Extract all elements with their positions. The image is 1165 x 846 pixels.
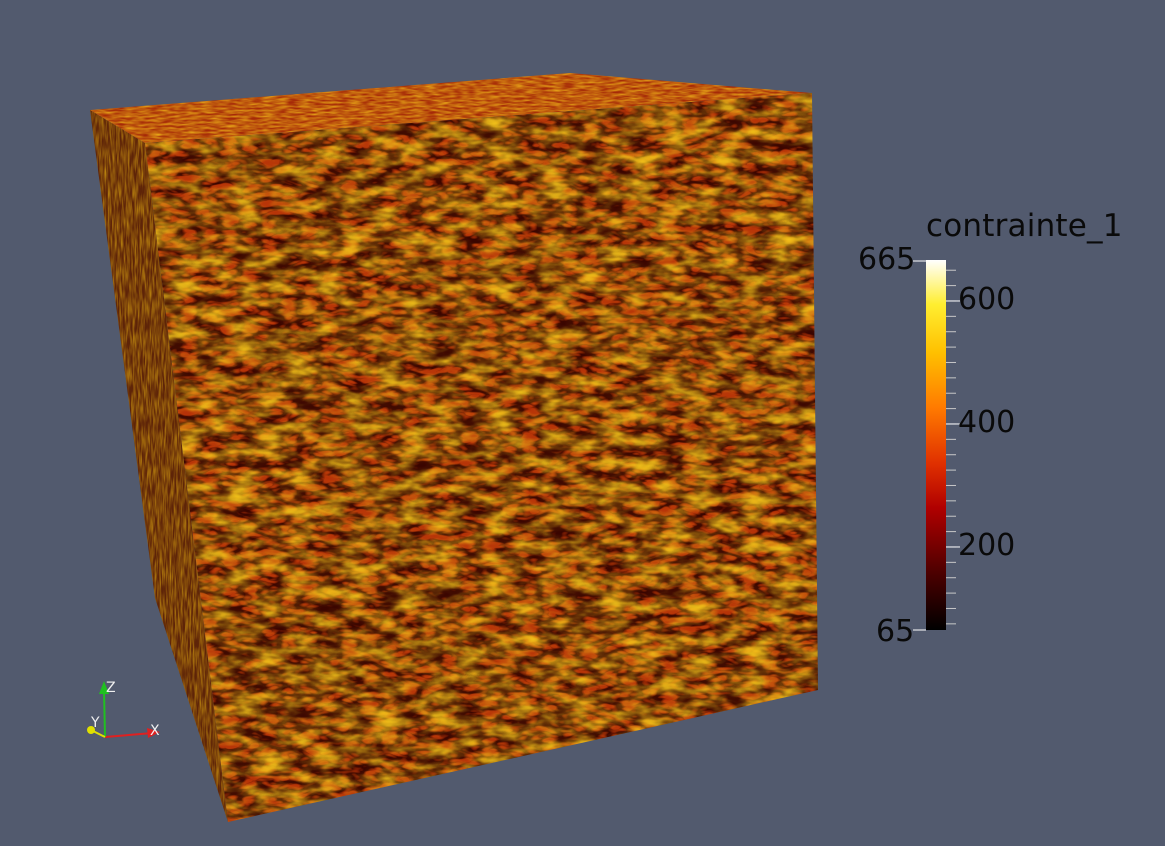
y-axis-arrow: [87, 726, 95, 734]
scalar-bar-ticks: [946, 269, 960, 625]
z-axis-arrow: [99, 681, 109, 694]
scalar-bar-title: contrainte_1: [926, 208, 1123, 244]
y-axis-line: [92, 730, 106, 738]
x-axis-label: X: [150, 723, 160, 739]
scalar-bar-max-label: 665: [858, 242, 916, 277]
scalar-bar-tick-label: 400: [958, 404, 1016, 440]
scalar-bar-tick-label: 600: [958, 281, 1016, 317]
z-axis-line: [103, 689, 106, 738]
scalar-bar-tick-label: 200: [958, 527, 1016, 563]
y-axis-label: Y: [90, 715, 100, 731]
x-axis-arrow: [147, 728, 160, 738]
scalar-bar-gradient: [926, 260, 946, 630]
mesh-cube[interactable]: [80, 65, 825, 830]
z-axis-label: Z: [106, 680, 116, 696]
orientation-axes: X Y Z: [87, 680, 160, 739]
x-axis-line: [104, 732, 154, 738]
scalar-bar-min-label: 65: [876, 614, 915, 649]
cube-front-face: [145, 93, 818, 822]
scalar-bar[interactable]: [913, 260, 960, 631]
